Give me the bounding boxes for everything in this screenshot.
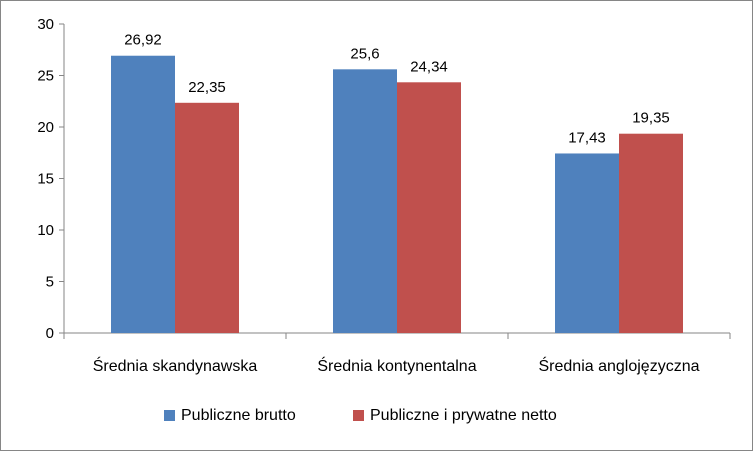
y-tick-label: 15: [37, 171, 54, 188]
legend-label: Publiczne brutto: [181, 407, 296, 424]
bar: [555, 153, 619, 333]
category-label: Średnia skandynawska: [93, 356, 258, 375]
category-label: Średnia kontynentalna: [317, 356, 476, 375]
bar: [619, 133, 683, 333]
y-tick-label: 0: [46, 325, 54, 342]
y-tick-label: 30: [37, 16, 54, 33]
bar: [111, 55, 175, 333]
y-tick-label: 25: [37, 68, 54, 85]
y-tick-label: 20: [37, 119, 54, 136]
data-label: 24,34: [410, 58, 448, 75]
data-label: 22,35: [188, 79, 226, 96]
bar: [333, 69, 397, 333]
legend-label: Publiczne i prywatne netto: [370, 407, 557, 424]
data-label: 26,92: [124, 32, 162, 49]
y-tick-label: 5: [46, 274, 54, 291]
category-label: Średnia anglojęzyczna: [539, 356, 700, 375]
data-label: 17,43: [568, 129, 606, 146]
y-tick-label: 10: [37, 222, 54, 239]
bar: [397, 82, 461, 333]
legend-swatch: [164, 410, 175, 421]
data-label: 19,35: [632, 110, 670, 127]
legend-swatch: [353, 410, 364, 421]
bar: [175, 102, 239, 333]
data-label: 25,6: [350, 45, 379, 62]
